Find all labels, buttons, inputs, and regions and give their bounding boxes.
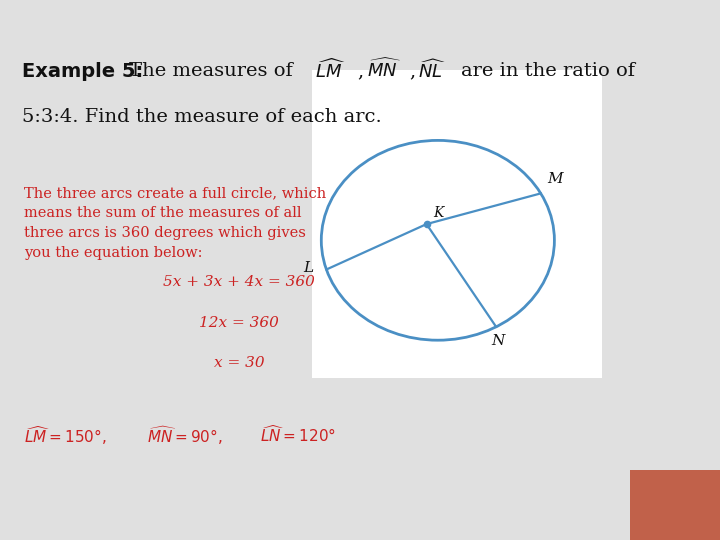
Text: $\widehat{LM}$$ = 150°,$: $\widehat{LM}$$ = 150°,$ (24, 424, 107, 447)
Text: The three arcs create a full circle, which
means the sum of the measures of all
: The three arcs create a full circle, whi… (24, 186, 326, 260)
Text: 5:3:4. Find the measure of each arc.: 5:3:4. Find the measure of each arc. (22, 108, 382, 126)
Text: Example 5:: Example 5: (22, 62, 143, 81)
Text: ,: , (410, 62, 415, 80)
Text: ,: , (358, 62, 364, 80)
Text: $\widehat{NL}$: $\widehat{NL}$ (418, 59, 446, 82)
FancyBboxPatch shape (630, 470, 720, 540)
Text: 5x + 3x + 4x = 360: 5x + 3x + 4x = 360 (163, 275, 315, 289)
Text: $\widehat{LN}$$ = 120°$: $\widehat{LN}$$ = 120°$ (260, 424, 336, 445)
Text: M: M (547, 172, 563, 186)
Text: $\widehat{MN}$: $\widehat{MN}$ (366, 59, 401, 82)
Text: $\widehat{MN}$$ = 90°,$: $\widehat{MN}$$ = 90°,$ (147, 424, 222, 447)
Text: L: L (303, 261, 313, 275)
FancyBboxPatch shape (312, 70, 602, 378)
Text: K: K (433, 206, 444, 220)
Text: The measures of: The measures of (129, 62, 293, 80)
Text: x = 30: x = 30 (214, 356, 265, 370)
Text: 12x = 360: 12x = 360 (199, 316, 279, 330)
Text: are in the ratio of: are in the ratio of (461, 62, 635, 80)
Text: N: N (491, 334, 505, 348)
Text: $\widehat{LM}$: $\widehat{LM}$ (315, 59, 346, 82)
